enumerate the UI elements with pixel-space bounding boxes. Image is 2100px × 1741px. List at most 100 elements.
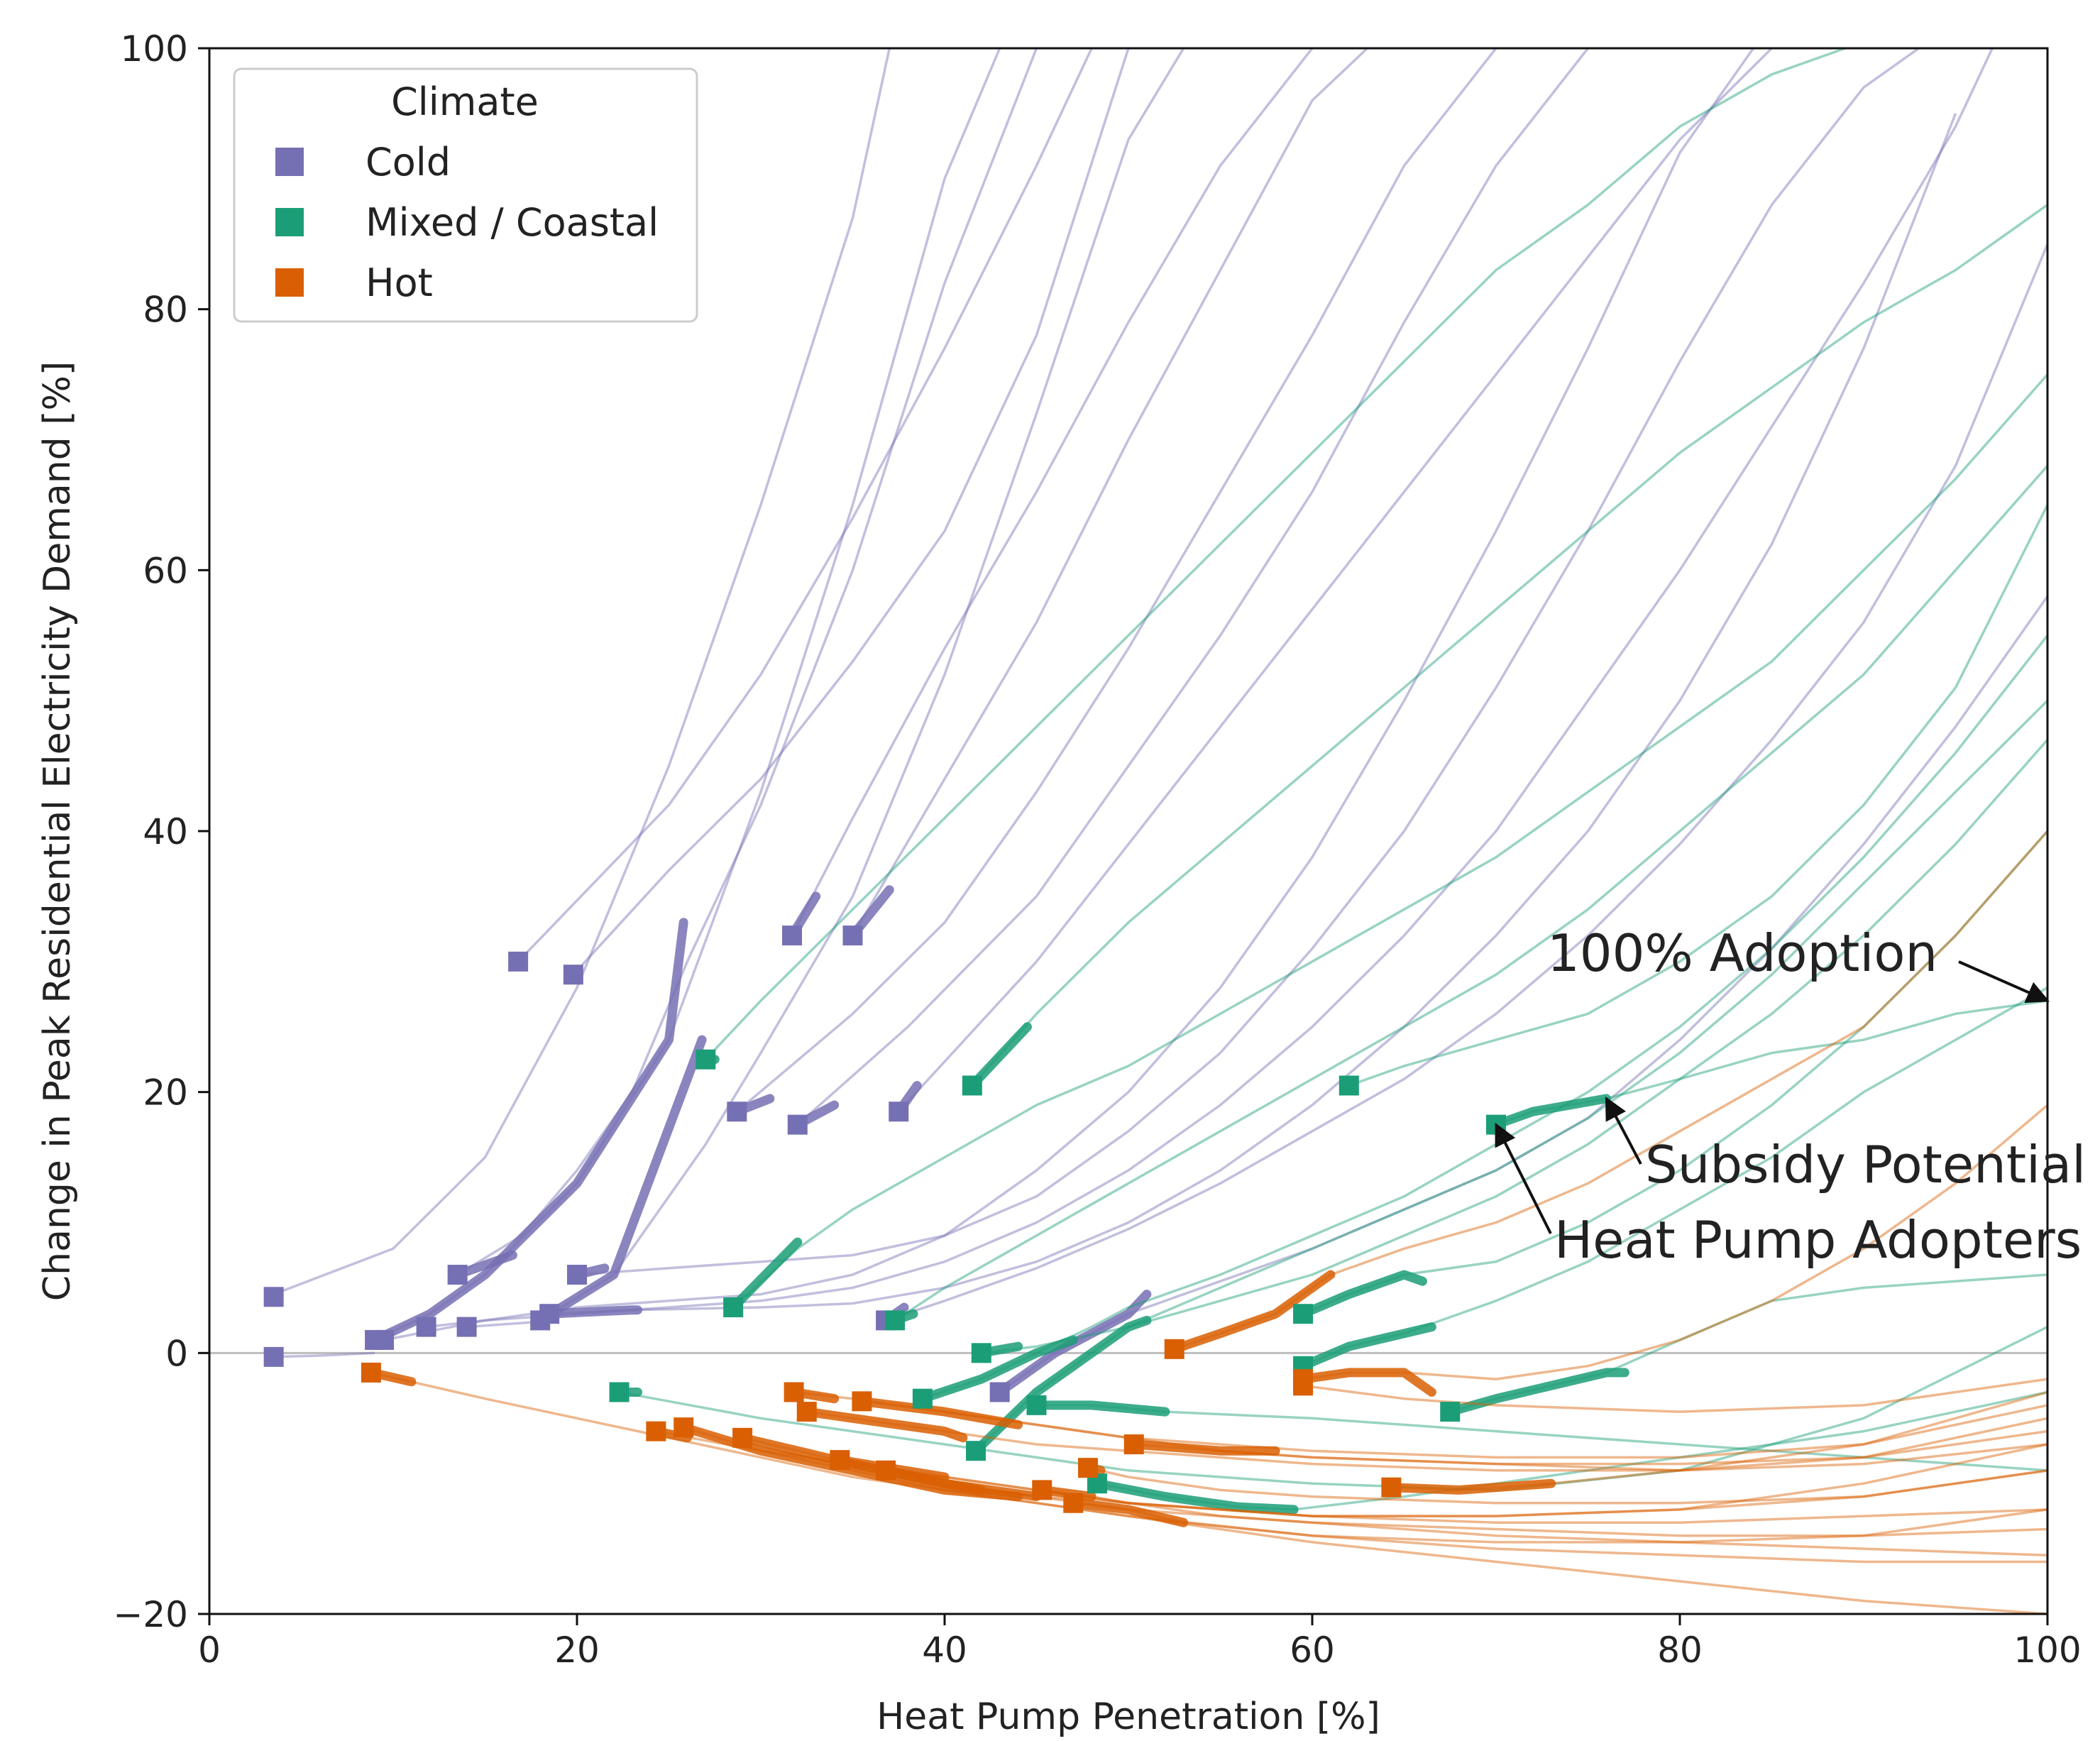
series-line-34 xyxy=(370,1371,2047,1614)
series-line-7 xyxy=(851,48,1368,936)
series-start-marker-29 xyxy=(966,1441,986,1461)
series-line-15 xyxy=(885,243,2047,1322)
series-start-marker-12 xyxy=(567,1265,587,1285)
series-start-marker-0 xyxy=(263,1287,284,1307)
annotation-arrow-2 xyxy=(1495,1122,1552,1234)
series-line-19 xyxy=(705,48,1846,1060)
series-current-segment-4 xyxy=(535,1035,707,1325)
series-start-marker-44 xyxy=(852,1391,872,1412)
series-current-segment-47 xyxy=(1170,1270,1336,1354)
series-start-marker-6 xyxy=(782,926,803,946)
annotation-text-1: Subsidy Potential xyxy=(1645,1135,2086,1194)
series-current-segment-3 xyxy=(370,918,688,1345)
legend-label-0: Cold xyxy=(365,140,451,185)
y-tick-label-2: 20 xyxy=(143,1072,188,1114)
series-line-5 xyxy=(456,48,1038,1276)
series-start-marker-16 xyxy=(989,1382,1010,1402)
series-start-marker-36 xyxy=(674,1417,694,1438)
series-line-20 xyxy=(971,204,2047,1087)
legend-box xyxy=(233,67,698,323)
series-line-32 xyxy=(894,465,2047,1322)
series-start-marker-13 xyxy=(416,1317,436,1337)
annotation-arrow-0 xyxy=(1958,960,2050,1004)
series-start-marker-40 xyxy=(1032,1480,1052,1500)
series-start-marker-43 xyxy=(796,1402,817,1422)
series-start-marker-49 xyxy=(1381,1477,1402,1498)
series-current-segment-49 xyxy=(1386,1478,1556,1495)
series-start-marker-17 xyxy=(263,1346,284,1367)
annotation-text-0: 100% Adoption xyxy=(1547,923,1937,983)
series-start-marker-50 xyxy=(1293,1375,1314,1396)
x-tick-label-2: 40 xyxy=(922,1630,967,1671)
series-line-21 xyxy=(732,373,2047,1309)
series-line-38 xyxy=(840,1459,2047,1525)
series-line-1 xyxy=(517,48,1093,963)
series-start-marker-42 xyxy=(784,1382,804,1402)
series-start-marker-18 xyxy=(456,1317,477,1337)
series-line-27 xyxy=(619,1326,2047,1492)
series-start-marker-37 xyxy=(732,1427,753,1448)
series-current-segment-46 xyxy=(1129,1439,1280,1456)
x-tick-label-3: 60 xyxy=(1290,1630,1335,1671)
series-line-0 xyxy=(273,48,891,1296)
series-current-segment-14 xyxy=(544,1305,642,1319)
series-start-marker-20 xyxy=(962,1075,982,1096)
series-current-segment-16 xyxy=(995,1290,1152,1397)
legend-title: Climate xyxy=(391,79,539,124)
annotations-layer: 100% Adoption Subsidy Potential Heat Pump … xyxy=(1495,923,2086,1270)
series-start-marker-32 xyxy=(885,1310,906,1331)
series-start-marker-2 xyxy=(563,965,583,985)
series-current-segment-21 xyxy=(728,1237,803,1312)
x-tick-label-4: 80 xyxy=(1657,1630,1703,1671)
y-axis-title: Change in Peak Residential Electricity D… xyxy=(36,361,79,1301)
annotation-text-2: Heat Pump Adopters xyxy=(1554,1210,2082,1270)
series-current-segment-41 xyxy=(1068,1498,1189,1527)
series-line-17 xyxy=(273,1351,375,1358)
annotation-arrow-1 xyxy=(1605,1097,1642,1165)
series-start-marker-39 xyxy=(876,1460,896,1481)
series-line-28 xyxy=(922,635,2047,1400)
series-line-50 xyxy=(1302,1378,2047,1413)
series-start-marker-7 xyxy=(842,926,863,946)
y-tick-label-3: 40 xyxy=(143,811,188,852)
series-line-12 xyxy=(576,48,1920,1276)
series-current-segment-30 xyxy=(1032,1400,1170,1417)
legend-label-2: Hot xyxy=(365,260,433,305)
series-current-segment-31 xyxy=(1092,1478,1299,1515)
legend-label-1: Mixed / Coastal xyxy=(365,200,659,245)
series-line-6 xyxy=(791,48,1314,936)
series-current-segment-24 xyxy=(1298,1270,1427,1319)
series-current-segment-44 xyxy=(857,1396,1023,1429)
y-tick-label-5: 80 xyxy=(143,290,188,331)
series-start-marker-38 xyxy=(830,1450,850,1471)
series-line-4 xyxy=(539,48,1185,1322)
series-line-22 xyxy=(1348,504,2047,1087)
series-line-11 xyxy=(383,48,1755,1341)
series-current-segment-25 xyxy=(1298,1322,1436,1371)
series-start-marker-14 xyxy=(539,1304,560,1324)
series-line-8 xyxy=(736,48,1497,1113)
series-start-marker-21 xyxy=(723,1297,744,1317)
series-start-marker-24 xyxy=(1293,1304,1314,1324)
series-start-marker-19 xyxy=(696,1049,716,1070)
x-tick-label-1: 20 xyxy=(554,1630,600,1671)
series-line-45 xyxy=(1087,1466,2047,1505)
series-start-marker-22 xyxy=(1338,1075,1359,1096)
series-line-49 xyxy=(1391,1390,2047,1492)
legend-swatch-0 xyxy=(275,148,304,176)
series-start-marker-10 xyxy=(889,1102,909,1122)
series-line-33 xyxy=(981,739,2047,1355)
series-start-marker-47 xyxy=(1164,1339,1184,1359)
series-current-segment-26 xyxy=(1445,1368,1629,1417)
series-start-marker-9 xyxy=(787,1114,808,1135)
legend: Climate Cold Mixed / Coastal Hot xyxy=(233,67,698,323)
series-start-marker-26 xyxy=(1440,1402,1461,1422)
y-tick-label-4: 60 xyxy=(143,550,188,591)
y-tick-label-0: −20 xyxy=(113,1594,188,1635)
series-start-marker-30 xyxy=(1026,1395,1047,1415)
x-axis-title: Heat Pump Penetration [%] xyxy=(876,1696,1380,1738)
y-tick-label-1: 0 xyxy=(165,1333,188,1374)
